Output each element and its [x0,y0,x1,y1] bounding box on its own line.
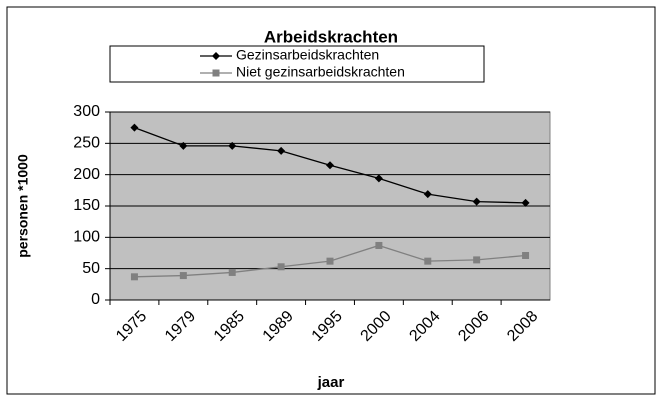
y-tick-label: 200 [73,166,100,183]
marker [277,263,285,271]
marker [212,52,220,60]
marker [212,69,220,77]
marker [130,123,139,132]
marker [228,141,237,150]
marker [179,141,188,150]
marker [472,197,481,206]
marker [277,146,286,155]
marker [228,268,236,276]
y-axis-title: personen *1000 [15,154,31,258]
y-tick-label: 250 [73,135,100,152]
legend-box [109,45,485,83]
y-tick-label: 150 [73,197,100,214]
marker [473,256,481,264]
marker [375,241,383,249]
marker [326,257,334,265]
x-axis-title: jaar [317,374,345,391]
marker [179,272,187,280]
y-tick-label: 0 [91,291,100,308]
marker [423,190,432,199]
marker [522,252,530,260]
marker [424,257,432,265]
y-tick-label: 50 [82,260,100,277]
marker [374,174,383,183]
marker [521,198,530,207]
marker [130,273,138,281]
chart-title: Arbeidskrachten [264,27,398,46]
y-tick-label: 100 [73,229,100,246]
legend-label: Niet gezinsarbeidskrachten [236,64,405,80]
legend-label: Gezinsarbeidskrachten [236,47,379,63]
y-tick-label: 300 [73,103,100,120]
marker [326,161,334,170]
